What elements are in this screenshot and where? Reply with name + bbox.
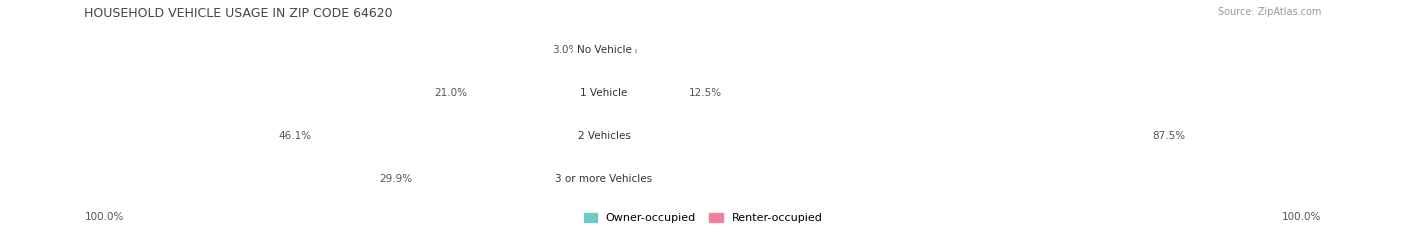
Text: 100.0%: 100.0% [1282,212,1322,222]
Text: 0.0%: 0.0% [612,45,637,55]
Text: 46.1%: 46.1% [278,131,312,141]
Text: Source: ZipAtlas.com: Source: ZipAtlas.com [1218,7,1322,17]
Text: 1 Vehicle: 1 Vehicle [581,88,627,98]
Text: 21.0%: 21.0% [434,88,467,98]
Text: 2 Vehicles: 2 Vehicles [578,131,630,141]
Text: 3.0%: 3.0% [553,45,578,55]
Text: HOUSEHOLD VEHICLE USAGE IN ZIP CODE 64620: HOUSEHOLD VEHICLE USAGE IN ZIP CODE 6462… [84,7,394,20]
Text: 87.5%: 87.5% [1153,131,1185,141]
Legend: Owner-occupied, Renter-occupied: Owner-occupied, Renter-occupied [579,208,827,227]
Text: 12.5%: 12.5% [689,88,721,98]
Text: 100.0%: 100.0% [84,212,124,222]
Text: 29.9%: 29.9% [378,174,412,184]
Text: 3 or more Vehicles: 3 or more Vehicles [555,174,652,184]
Text: No Vehicle: No Vehicle [576,45,631,55]
Text: 0.0%: 0.0% [612,174,637,184]
